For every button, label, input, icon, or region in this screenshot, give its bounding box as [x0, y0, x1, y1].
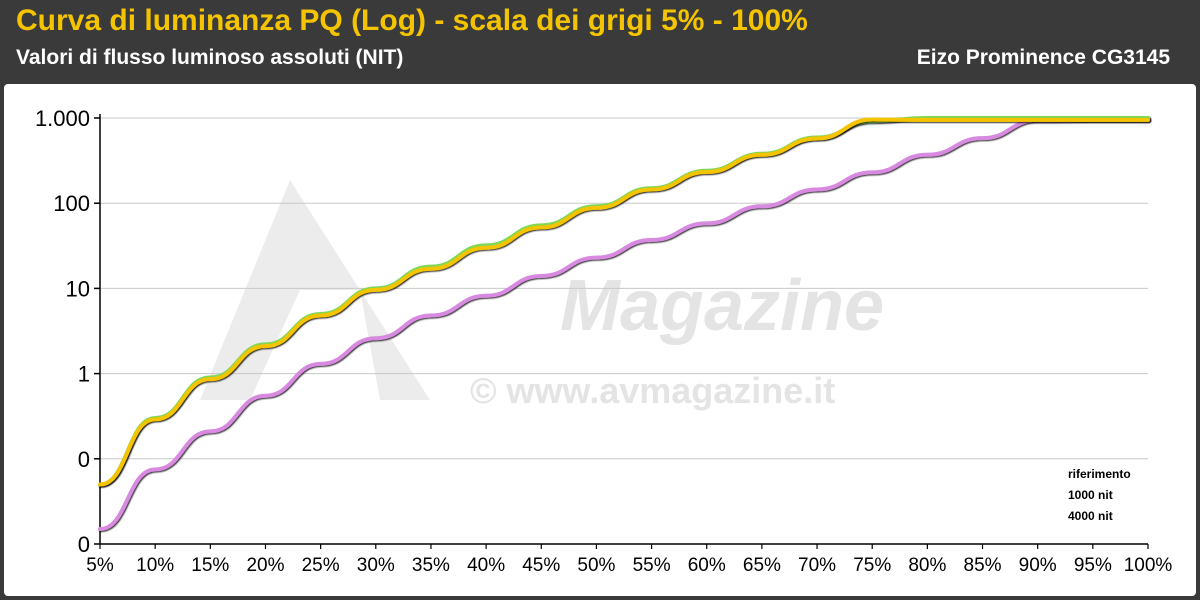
series-lines [98, 116, 1150, 531]
x-tick-label: 65% [743, 555, 781, 576]
watermark-url: © www.avmagazine.it [470, 370, 835, 411]
tick-labels: 0 0 1 10 100 1.000 5% 10% 15% 20% 25% 30% 35% 40% 45% 5… [35, 106, 1172, 576]
y-tick-label: 0 [78, 532, 90, 557]
x-tick-label: 45% [522, 555, 560, 576]
x-tick-label: 85% [964, 555, 1002, 576]
legend: riferimento 1000 nit 4000 nit [1040, 467, 1131, 523]
x-tick-label: 95% [1074, 555, 1112, 576]
chart-title: Curva di luminanza PQ (Log) - scala dei … [16, 4, 808, 37]
x-tick-label: 30% [357, 555, 395, 576]
x-tick-label: 35% [412, 555, 450, 576]
legend-label: 1000 nit [1068, 488, 1113, 502]
x-tick-label: 70% [798, 555, 836, 576]
legend-label: riferimento [1068, 467, 1131, 481]
x-tick-label: 55% [633, 555, 671, 576]
legend-label: 4000 nit [1068, 509, 1113, 523]
device-name: Eizo Prominence CG3145 [916, 46, 1170, 69]
x-tick-label: 75% [853, 555, 891, 576]
x-tick-label: 20% [246, 555, 284, 576]
y-tick-label: 1 [78, 362, 90, 387]
chart-subtitle: Valori di flusso luminoso assoluti (NIT) [16, 46, 404, 69]
x-tick-label: 40% [467, 555, 505, 576]
x-tick-label: 80% [908, 555, 946, 576]
watermark-logo-text: Magazine [560, 266, 884, 346]
chart-header: Curva di luminanza PQ (Log) - scala dei … [0, 0, 1200, 78]
y-tick-label: 100 [53, 191, 90, 216]
y-tick-label: 1.000 [35, 106, 90, 131]
x-tick-label: 25% [302, 555, 340, 576]
x-tick-label: 90% [1019, 555, 1057, 576]
x-tick-label: 5% [86, 555, 114, 576]
chart-panel [4, 84, 1196, 596]
y-tick-label: 0 [78, 447, 90, 472]
watermark: Magazine © www.avmagazine.it [200, 180, 884, 411]
x-tick-label: 50% [577, 555, 615, 576]
x-tick-label: 15% [191, 555, 229, 576]
x-tick-label: 10% [136, 555, 174, 576]
x-tick-label: 60% [688, 555, 726, 576]
series-line-1000-nit [98, 117, 1150, 487]
axes [99, 114, 1149, 549]
y-tick-label: 10 [66, 276, 90, 301]
x-tick-label: 100% [1124, 555, 1173, 576]
series-line-4000-nit [98, 117, 1150, 531]
